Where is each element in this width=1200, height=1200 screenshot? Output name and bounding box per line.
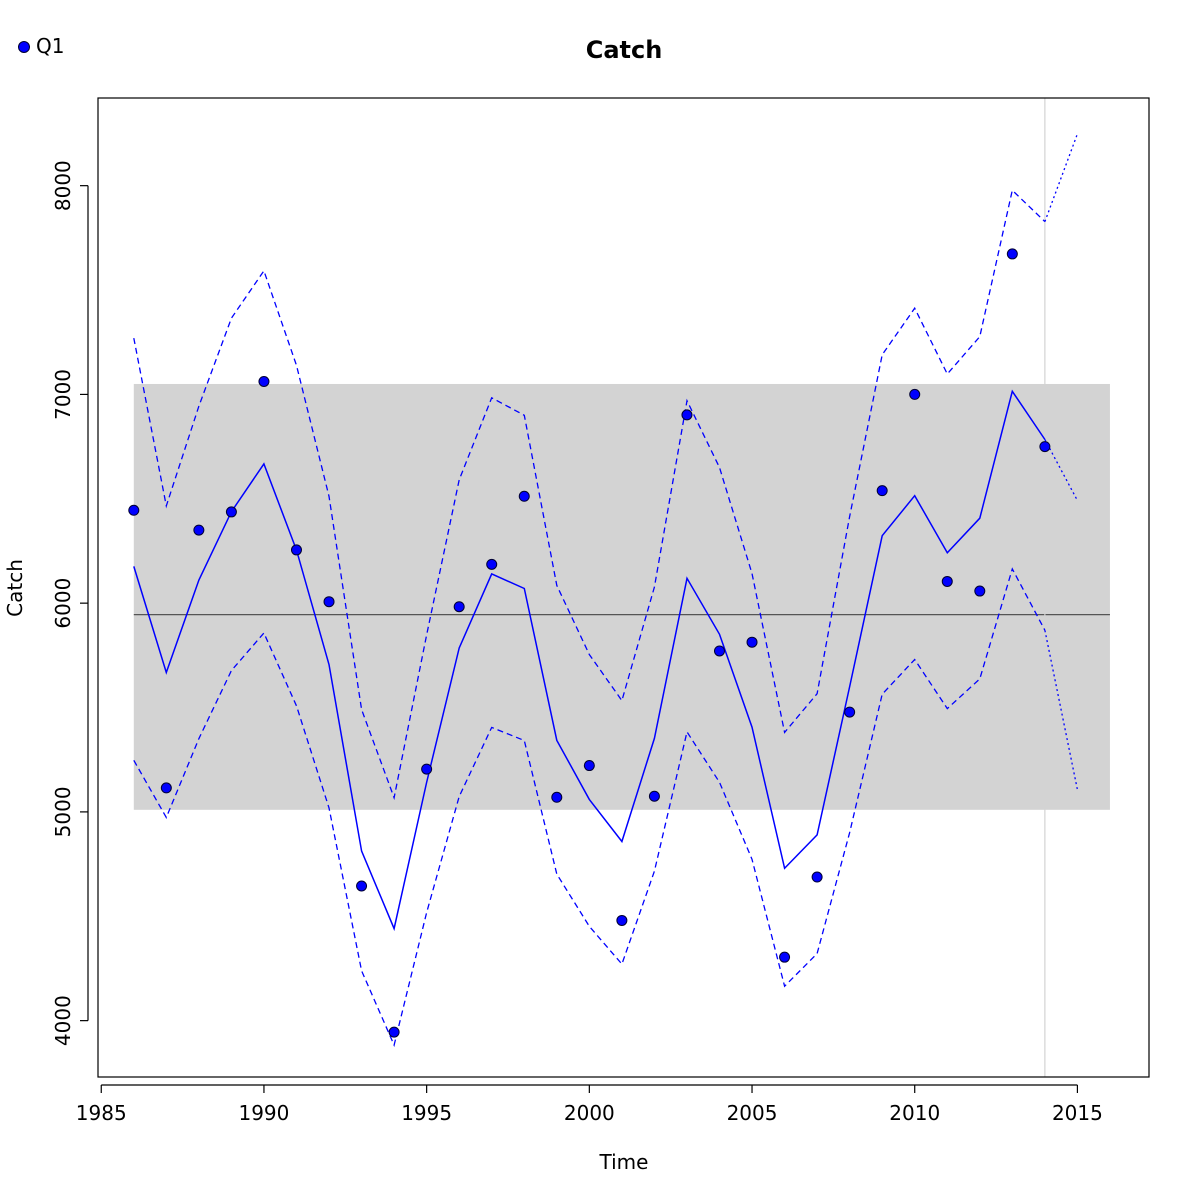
x-tick-label: 1990	[238, 1101, 289, 1125]
data-point	[551, 791, 563, 803]
y-tick-label: 8000	[51, 160, 75, 211]
data-point	[974, 585, 986, 597]
data-point	[225, 506, 237, 518]
data-point	[160, 782, 172, 794]
x-tick-label: 1995	[401, 1101, 452, 1125]
data-point	[876, 485, 888, 497]
y-axis-label: Catch	[3, 559, 27, 617]
data-point	[713, 645, 725, 657]
data-point	[648, 790, 660, 802]
x-tick-label: 2010	[889, 1101, 940, 1125]
upper-forecast-line	[1044, 133, 1079, 222]
data-point	[583, 760, 595, 772]
data-point	[941, 575, 953, 587]
data-point	[681, 409, 693, 421]
data-point	[356, 880, 368, 892]
data-point	[486, 558, 498, 570]
fit-forecast-line	[1044, 439, 1078, 501]
y-tick-label: 6000	[51, 578, 75, 629]
data-point	[128, 504, 140, 516]
data-point	[290, 544, 302, 556]
x-tick-label: 1985	[76, 1101, 127, 1125]
data-point	[388, 1026, 400, 1038]
upper-bound-line	[133, 189, 1046, 801]
data-point	[909, 388, 921, 400]
legend-label: Q1	[36, 34, 64, 58]
y-tick-label: 7000	[51, 369, 75, 420]
x-axis-label: Time	[599, 1150, 649, 1174]
data-point	[518, 490, 530, 502]
plot-frame	[97, 97, 1150, 1078]
legend-marker	[18, 41, 30, 53]
data-point	[323, 596, 335, 608]
data-point	[746, 636, 758, 648]
reference-band	[133, 383, 1110, 810]
lower-bound-line	[133, 567, 1046, 1048]
data-point	[844, 706, 856, 718]
data-point	[258, 375, 270, 387]
data-point	[193, 524, 205, 536]
x-tick-label: 2000	[564, 1101, 615, 1125]
data-point	[453, 601, 465, 613]
lower-forecast-line	[1044, 630, 1079, 790]
data-point	[421, 763, 433, 775]
fit-line	[133, 389, 1046, 932]
x-tick-label: 2005	[727, 1101, 778, 1125]
y-tick-label: 5000	[51, 786, 75, 837]
chart-title: Catch	[586, 36, 663, 64]
data-point	[1006, 248, 1018, 260]
data-point	[779, 951, 791, 963]
data-point	[811, 871, 823, 883]
x-tick-label: 2015	[1052, 1101, 1103, 1125]
plot-area	[128, 98, 1110, 1077]
axes: 1985 1990 1995 2000 2005 2010 2015 4000 5000 6000…	[51, 97, 1150, 1125]
data-point	[1039, 441, 1051, 453]
y-tick-label: 4000	[51, 995, 75, 1046]
legend: Q1	[18, 34, 64, 58]
data-point	[616, 914, 628, 926]
